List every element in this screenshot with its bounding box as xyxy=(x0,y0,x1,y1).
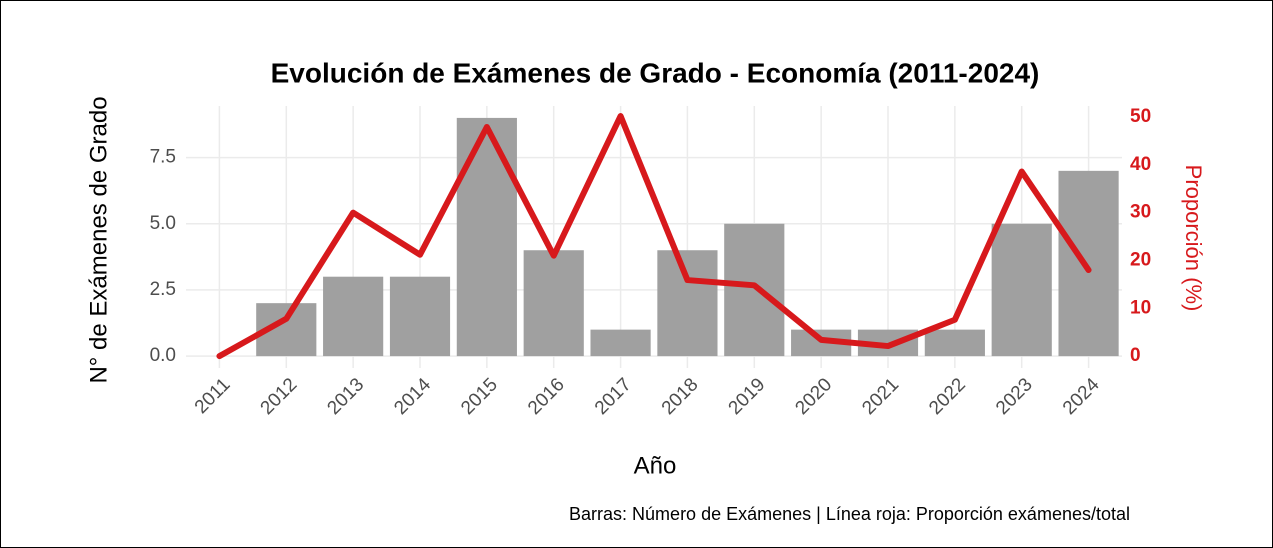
x-tick-label: 2011 xyxy=(191,374,235,418)
bar xyxy=(924,329,985,357)
x-tick-label: 2020 xyxy=(791,374,836,419)
bar xyxy=(523,250,584,357)
y2-tick-label: 0 xyxy=(1130,345,1141,366)
x-tick-label: 2018 xyxy=(658,374,703,419)
y-tick-label: 5.0 xyxy=(150,213,176,234)
y2-tick-label: 50 xyxy=(1130,106,1151,127)
x-axis-label: Año xyxy=(634,452,677,479)
y-tick-label: 7.5 xyxy=(150,147,176,168)
x-tick-label: 2019 xyxy=(725,374,770,419)
x-tick-label: 2012 xyxy=(257,374,302,419)
y2-tick-label: 40 xyxy=(1130,154,1151,175)
x-tick-label: 2017 xyxy=(591,374,636,419)
y-tick-label: 2.5 xyxy=(150,279,176,300)
bar xyxy=(1058,170,1119,357)
x-tick-label: 2022 xyxy=(925,374,970,419)
y2-tick-label: 30 xyxy=(1130,202,1151,223)
bar xyxy=(323,276,384,357)
x-tick-label: 2023 xyxy=(992,374,1037,419)
y2-tick-label: 20 xyxy=(1130,249,1151,270)
chart-title: Evolución de Exámenes de Grado - Economí… xyxy=(271,57,1040,88)
bar xyxy=(389,276,451,357)
x-tick-label: 2021 xyxy=(858,374,903,419)
x-tick-label: 2016 xyxy=(524,374,569,419)
bar xyxy=(456,117,517,357)
x-tick-label: 2015 xyxy=(457,374,502,419)
bar xyxy=(991,223,1052,357)
x-tick-label: 2013 xyxy=(323,374,368,419)
x-tick-label: 2014 xyxy=(390,374,435,419)
y2-tick-label: 10 xyxy=(1130,297,1151,318)
caption: Barras: Número de Exámenes | Línea roja:… xyxy=(569,504,1130,524)
y-axis-label: N° de Exámenes de Grado xyxy=(85,96,112,383)
bar xyxy=(657,250,718,357)
bar xyxy=(724,223,785,357)
y2-axis-label: Proporción (%) xyxy=(1181,165,1206,312)
line xyxy=(216,113,1092,360)
bar xyxy=(590,329,651,357)
x-tick-label: 2024 xyxy=(1059,374,1104,419)
y-tick-label: 0.0 xyxy=(150,345,176,366)
